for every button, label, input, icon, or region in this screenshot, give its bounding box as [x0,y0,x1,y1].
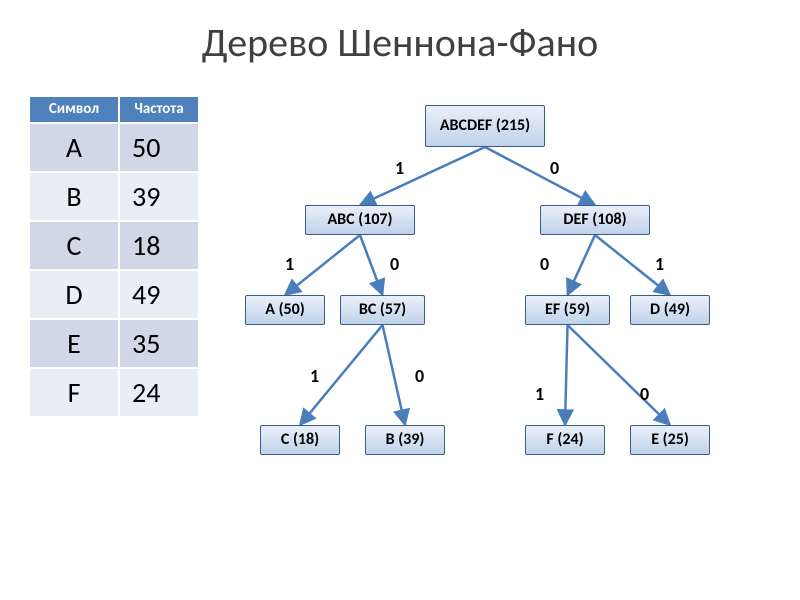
table-row: C 18 [29,221,199,270]
tree-edge [383,325,406,425]
tree-edge [360,147,485,205]
cell-symbol: E [29,319,119,368]
cell-symbol: D [29,270,119,319]
tree-edge [285,235,360,295]
cell-symbol: A [29,123,119,172]
edge-label: 1 [535,383,544,405]
cell-freq: 24 [119,368,199,417]
cell-freq: 18 [119,221,199,270]
frequency-table: Символ Частота A 50 B 39 C 18 D 49 E 35 … [28,95,200,418]
tree-edge [568,235,596,295]
tree-node-bc: BC (57) [340,295,425,325]
table-row: B 39 [29,172,199,221]
edge-label: 1 [310,365,319,387]
tree-node-root: ABCDEF (215) [425,105,545,147]
edge-label: 0 [390,253,399,275]
table-row: E 35 [29,319,199,368]
tree-edge [568,325,671,425]
edge-label: 1 [285,253,294,275]
tree-node-ef: EF (59) [525,295,610,325]
tree-edge [485,147,595,205]
tree-node-b: B (39) [365,425,445,455]
edge-label: 0 [415,365,424,387]
shannon-fano-tree: ABCDEF (215) ABC (107) DEF (108) A (50) … [230,95,790,565]
cell-freq: 49 [119,270,199,319]
table-row: D 49 [29,270,199,319]
tree-node-e: E (25) [630,425,710,455]
cell-freq: 35 [119,319,199,368]
tree-node-def: DEF (108) [540,205,650,235]
cell-symbol: B [29,172,119,221]
tree-node-f: F (24) [525,425,605,455]
edge-label: 1 [395,157,404,179]
cell-symbol: C [29,221,119,270]
cell-freq: 50 [119,123,199,172]
table-row: F 24 [29,368,199,417]
edge-label: 1 [655,253,664,275]
table-header-symbol: Символ [29,96,119,123]
page-title: Дерево Шеннона-Фано [0,0,800,67]
tree-node-a: A (50) [245,295,325,325]
tree-edge [565,325,568,425]
cell-freq: 39 [119,172,199,221]
tree-node-abc: ABC (107) [305,205,415,235]
edge-label: 0 [640,383,649,405]
table-row: A 50 [29,123,199,172]
tree-edge [360,235,383,295]
table-header-freq: Частота [119,96,199,123]
tree-node-c: C (18) [260,425,340,455]
tree-node-d: D (49) [630,295,710,325]
edge-label: 0 [540,253,549,275]
edge-label: 0 [550,157,559,179]
cell-symbol: F [29,368,119,417]
tree-edges [230,95,790,565]
